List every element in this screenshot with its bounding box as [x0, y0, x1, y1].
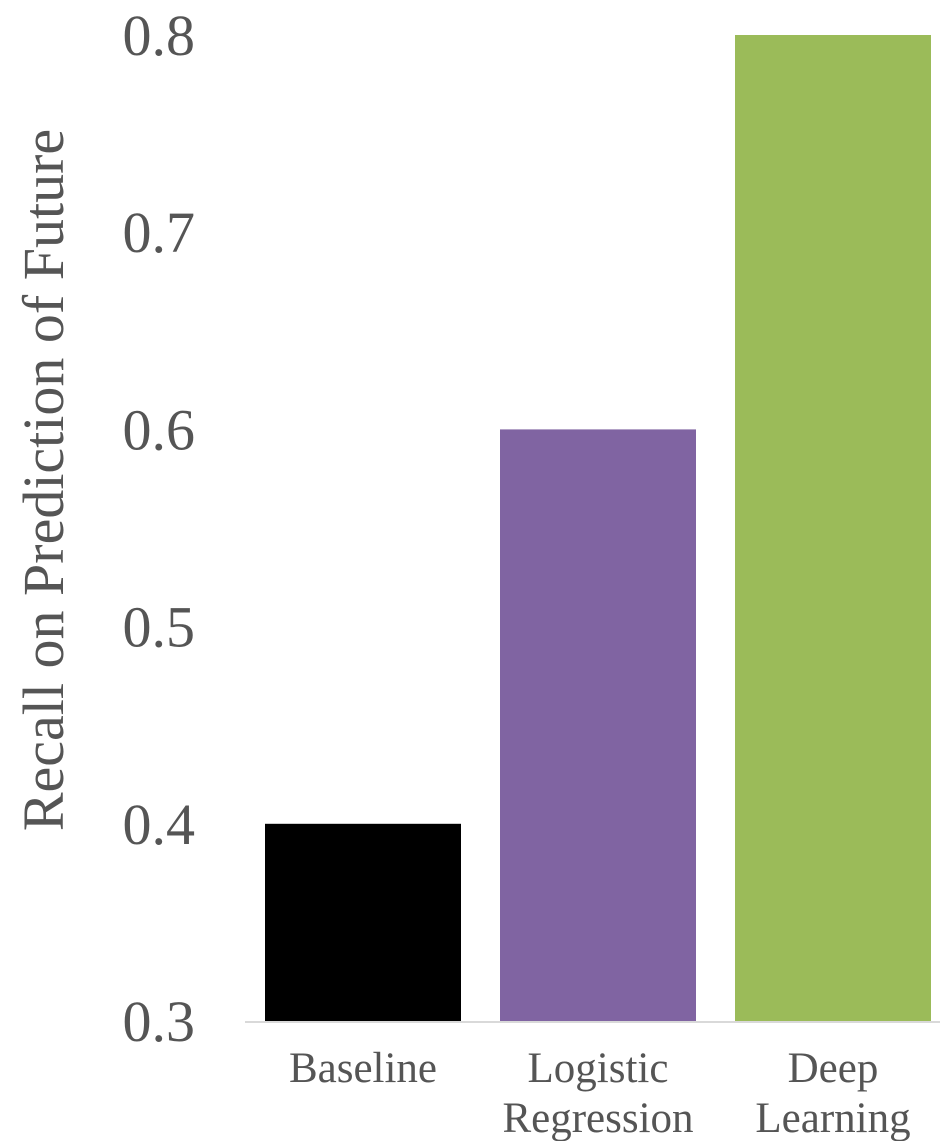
x-tick-label: Deep Learning — [755, 1045, 910, 1141]
x-category-labels: Baseline Logistic Regression Deep Learning — [289, 1045, 911, 1141]
bar — [735, 35, 931, 1021]
y-axis-title: Recall on Prediction of Future — [11, 129, 76, 831]
x-tick-label: Baseline — [289, 1045, 437, 1092]
y-tick-labels: 0.3 0.4 0.5 0.6 0.7 0.8 — [123, 3, 196, 1054]
x-tick-label-line: Deep — [788, 1045, 879, 1092]
x-tick-label-line: Regression — [502, 1095, 693, 1141]
x-tick-label-line: Learning — [755, 1095, 910, 1141]
bar — [500, 429, 696, 1021]
y-tick-label: 0.7 — [123, 200, 196, 265]
x-tick-label-line: Logistic — [528, 1045, 669, 1092]
y-tick-label: 0.6 — [123, 397, 196, 462]
bar — [265, 823, 461, 1021]
bars — [265, 35, 931, 1021]
y-tick-label: 0.8 — [123, 3, 196, 68]
y-tick-label: 0.3 — [123, 989, 196, 1054]
x-tick-label-line: Baseline — [289, 1045, 437, 1092]
y-axis-title-group: Recall on Prediction of Future — [11, 129, 76, 831]
y-tick-label: 0.4 — [123, 792, 196, 857]
x-tick-label: Logistic Regression — [502, 1045, 693, 1141]
y-tick-label: 0.5 — [123, 595, 196, 660]
